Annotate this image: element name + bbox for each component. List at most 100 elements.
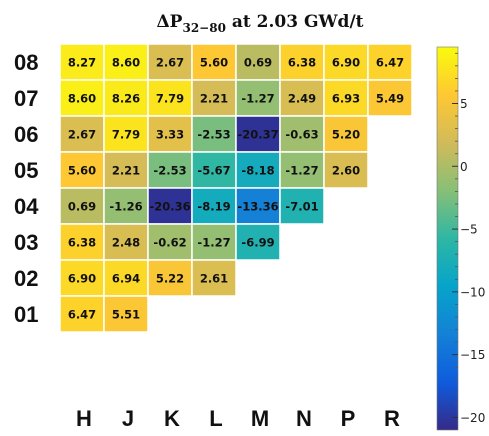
cell-value-label: 2.48 xyxy=(112,236,140,250)
cell-value-label: -0.63 xyxy=(285,128,318,142)
row-label: 03 xyxy=(14,230,38,255)
cell-value-label: 6.90 xyxy=(68,272,96,286)
cell-value-label: 0.69 xyxy=(68,200,96,214)
heatmap-cell xyxy=(59,187,105,225)
cell-value-label: 7.79 xyxy=(112,128,140,142)
cell-value-label: 5.51 xyxy=(112,308,140,322)
cell-value-label: -20.37 xyxy=(237,128,278,142)
heatmap-cell xyxy=(279,79,325,117)
heatmap-cell xyxy=(103,295,149,333)
cell-value-label: 5.49 xyxy=(376,92,404,106)
cell-value-label: 6.94 xyxy=(112,272,140,286)
row-labels: 08 07 06 05 04 03 02 01 xyxy=(14,50,39,327)
column-label: K xyxy=(164,406,180,431)
row-label: 08 xyxy=(14,50,38,75)
cell-value-label: 2.49 xyxy=(288,92,316,106)
column-label: M xyxy=(251,406,269,431)
heatmap-cell xyxy=(59,115,105,153)
heatmap-cell xyxy=(367,43,413,81)
cell-value-label: -7.01 xyxy=(285,200,318,214)
cell-value-label: -8.19 xyxy=(197,200,230,214)
heatmap-cell xyxy=(323,151,369,189)
heatmap-cell xyxy=(235,115,281,153)
colorbar-ticks: 5 0 −5 −10 −15 −20 xyxy=(452,52,485,425)
heatmap-cell xyxy=(279,187,325,225)
cell-value-label: -1.27 xyxy=(241,92,274,106)
column-label: J xyxy=(122,406,134,431)
heatmap-cell xyxy=(147,115,193,153)
colorbar-tick-label: 5 xyxy=(460,97,468,111)
cell-value-label: -8.18 xyxy=(241,164,274,178)
cell-value-label: -1.26 xyxy=(109,200,142,214)
heatmap-cell xyxy=(191,259,237,297)
cell-value-label: 5.60 xyxy=(68,164,96,178)
cell-value-label: 3.33 xyxy=(156,128,184,142)
heatmap-cell xyxy=(323,115,369,153)
cell-value-label: 2.60 xyxy=(332,164,360,178)
cell-value-label: -0.62 xyxy=(153,236,186,250)
cell-value-label: 8.27 xyxy=(68,56,96,70)
cell-value-label: -6.99 xyxy=(241,236,274,250)
cell-value-label: 2.67 xyxy=(156,56,184,70)
cell-value-label: 6.38 xyxy=(68,236,96,250)
row-label: 02 xyxy=(14,266,38,291)
heatmap-cell xyxy=(191,151,237,189)
row-label: 06 xyxy=(14,122,38,147)
cell-value-label: 2.21 xyxy=(112,164,140,178)
cell-value-label: 6.38 xyxy=(288,56,316,70)
chart-title: ΔP32−80 at 2.03 GWd/t xyxy=(156,12,363,35)
colorbar-tick-label: −15 xyxy=(460,348,485,362)
heatmap-cell xyxy=(279,115,325,153)
column-label: H xyxy=(76,406,92,431)
row-label: 07 xyxy=(14,86,38,111)
colorbar: 5 0 −5 −10 −15 −20 xyxy=(436,46,485,431)
column-label: N xyxy=(296,406,312,431)
heatmap-cell xyxy=(191,79,237,117)
heatmap-cell xyxy=(103,79,149,117)
cell-value-label: 6.47 xyxy=(376,56,404,70)
heatmap-cell xyxy=(191,115,237,153)
column-label: L xyxy=(209,406,222,431)
cell-value-label: 2.61 xyxy=(200,272,228,286)
cell-value-label: 8.60 xyxy=(112,56,140,70)
cell-value-label: 2.67 xyxy=(68,128,96,142)
cell-value-label: 5.22 xyxy=(156,272,184,286)
heatmap-cell xyxy=(367,79,413,117)
heatmap-cell xyxy=(235,223,281,261)
cell-value-label: 5.60 xyxy=(200,56,228,70)
cell-value-label: -1.27 xyxy=(197,236,230,250)
cell-value-label: -13.36 xyxy=(237,200,278,214)
cell-value-label: 7.79 xyxy=(156,92,184,106)
heatmap-cell xyxy=(59,259,105,297)
heatmap-cell xyxy=(59,295,105,333)
colorbar-tick-label: −20 xyxy=(460,411,485,425)
cell-value-label: 5.20 xyxy=(332,128,360,142)
cell-value-label: 0.69 xyxy=(244,56,272,70)
cell-value-label: -2.53 xyxy=(197,128,230,142)
column-label: R xyxy=(384,406,400,431)
cell-value-label: -2.53 xyxy=(153,164,186,178)
row-label: 01 xyxy=(14,302,38,327)
colorbar-tick-label: −10 xyxy=(460,285,485,299)
cell-value-label: -5.67 xyxy=(197,164,230,178)
cell-value-label: -20.36 xyxy=(149,200,190,214)
colorbar-tick-label: 0 xyxy=(460,160,468,174)
heatmap-cell xyxy=(279,43,325,81)
cell-value-label: 2.21 xyxy=(200,92,228,106)
row-label: 04 xyxy=(14,194,39,219)
cell-value-label: 6.47 xyxy=(68,308,96,322)
column-label: P xyxy=(341,406,356,431)
heatmap-cell xyxy=(279,151,325,189)
cell-value-label: 6.93 xyxy=(332,92,360,106)
heatmap-grid: 8.27 8.60 2.67 5.60 0.69 6.38 6.90 6.47 8.60 8.26… xyxy=(59,43,413,333)
cell-value-label: -1.27 xyxy=(285,164,318,178)
heatmap-cell xyxy=(59,223,105,261)
colorbar-gradient xyxy=(436,46,459,431)
row-label: 05 xyxy=(14,158,38,183)
colorbar-tick-label: −5 xyxy=(460,223,478,237)
cell-value-label: 6.90 xyxy=(332,56,360,70)
cell-value-label: 8.26 xyxy=(112,92,140,106)
cell-value-label: 8.60 xyxy=(68,92,96,106)
